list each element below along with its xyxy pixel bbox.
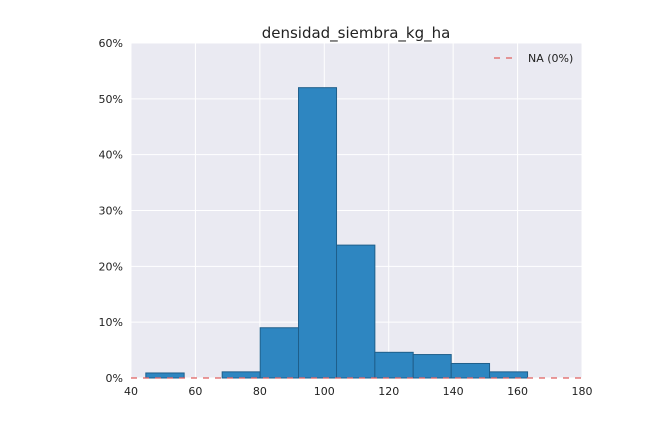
histogram-bar (374, 351, 414, 379)
histogram-bar (489, 371, 529, 379)
x-tick-label: 160 (507, 385, 528, 398)
x-tick-label: 120 (378, 385, 399, 398)
y-tick-label: 10% (99, 316, 123, 329)
histogram-bar (298, 87, 338, 379)
legend-na-label: NA (0%) (528, 52, 573, 65)
histogram-bar (259, 327, 300, 379)
y-tick-label: 0% (106, 372, 123, 385)
histogram-bar (145, 372, 185, 379)
chart-title: densidad_siembra_kg_ha (262, 24, 451, 43)
histogram-bar (221, 371, 261, 379)
x-tick-label: 180 (572, 385, 593, 398)
x-tick-label: 40 (124, 385, 138, 398)
histogram-bar (336, 244, 376, 379)
x-tick-label: 80 (253, 385, 267, 398)
y-axis-ticks: 0% 10% 20% 30% 40% 50% 60% (99, 37, 123, 385)
y-tick-label: 40% (99, 149, 123, 162)
y-tick-label: 50% (99, 93, 123, 106)
x-tick-label: 100 (314, 385, 335, 398)
legend: NA (0%) (494, 52, 573, 65)
y-tick-label: 60% (99, 37, 123, 50)
x-axis-ticks: 40 60 80 100 120 140 160 180 (124, 385, 593, 398)
x-tick-label: 60 (188, 385, 202, 398)
histogram-bars (145, 87, 529, 379)
histogram-bar (412, 354, 452, 379)
y-tick-label: 20% (99, 260, 123, 273)
y-tick-label: 30% (99, 205, 123, 218)
x-tick-label: 140 (443, 385, 464, 398)
histogram-bar (450, 362, 491, 379)
